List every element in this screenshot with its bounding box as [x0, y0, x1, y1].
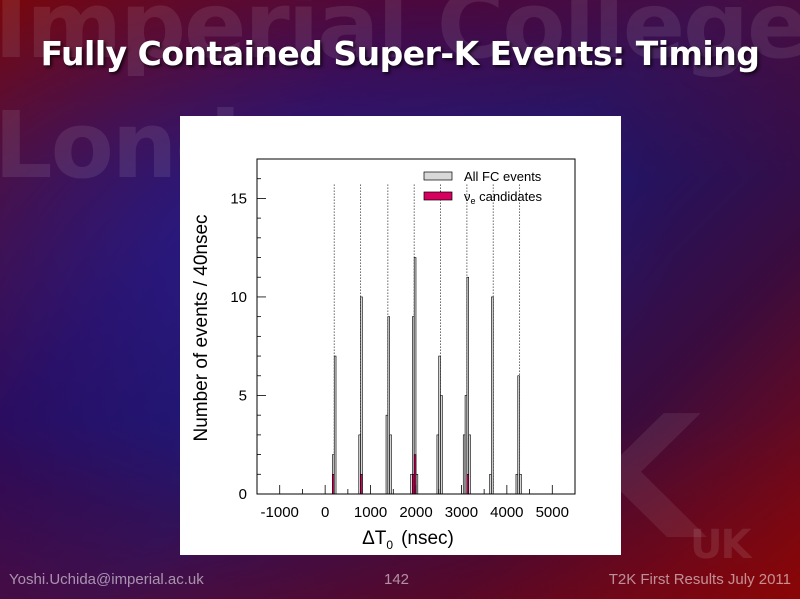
x-tick-label: 4000 — [490, 504, 523, 521]
y-tick-label: 5 — [239, 387, 247, 404]
watermark-text-line1: Imperial College — [0, 0, 800, 79]
legend-label-0: All FC events — [464, 169, 542, 184]
all-fc-bar-3 — [360, 296, 363, 495]
y-tick-label: 15 — [230, 190, 247, 207]
bunch-timing-lines — [333, 184, 521, 494]
chart-legend: All FC events νe candidates — [423, 169, 543, 206]
all-fc-bar-19 — [491, 296, 494, 495]
ve-candidate-bar-4 — [466, 473, 469, 495]
x-axis-label-main: ΔT — [362, 528, 387, 549]
axis-tick-labels: -1000 0 1000 2000 3000 4000 5000 0 5 10 15 — [230, 190, 569, 521]
legend-swatch-1 — [423, 191, 453, 201]
all-fc-bar-22 — [519, 473, 522, 495]
footer-event: T2K First Results July 2011 — [608, 571, 791, 588]
y-tick-label: 10 — [230, 289, 247, 306]
series-ve-candidate-bars — [332, 454, 469, 495]
x-tick-label: -1000 — [261, 504, 299, 521]
footer-email: Yoshi.Uchida@imperial.ac.uk — [9, 571, 204, 588]
legend-label-1: νe candidates — [464, 189, 543, 206]
watermark-logo-sub: UK — [690, 522, 752, 568]
y-axis-label: Number of events / 40nsec — [191, 214, 212, 441]
x-axis-label-sub: 0 — [386, 538, 393, 552]
x-axis-label-unit: (nsec) — [401, 528, 454, 549]
ve-candidate-bar-0 — [332, 473, 335, 495]
x-tick-label: 1000 — [354, 504, 387, 521]
legend-swatch-0 — [423, 171, 453, 181]
all-fc-bar-1 — [333, 355, 337, 495]
footer-page-number: 142 — [384, 571, 410, 588]
x-tick-label: 2000 — [399, 504, 432, 521]
x-tick-label: 5000 — [536, 504, 569, 521]
x-tick-label: 0 — [321, 504, 329, 521]
all-fc-bar-6 — [389, 434, 392, 495]
timing-histogram: -1000 0 1000 2000 3000 4000 5000 0 5 10 15 All FC … — [191, 158, 576, 552]
y-tick-label: 0 — [239, 486, 247, 503]
all-fc-bar-13 — [440, 395, 443, 495]
ve-candidate-bar-1 — [360, 473, 363, 495]
histogram-figure: -1000 0 1000 2000 3000 4000 5000 0 5 10 15 All FC … — [180, 116, 621, 555]
x-tick-label: 3000 — [445, 504, 478, 521]
axis-ticks — [256, 158, 576, 495]
slide-title: Fully Contained Super-K Events: Timing — [40, 34, 760, 73]
x-axis-label: ΔT0 (nsec) — [362, 528, 454, 552]
